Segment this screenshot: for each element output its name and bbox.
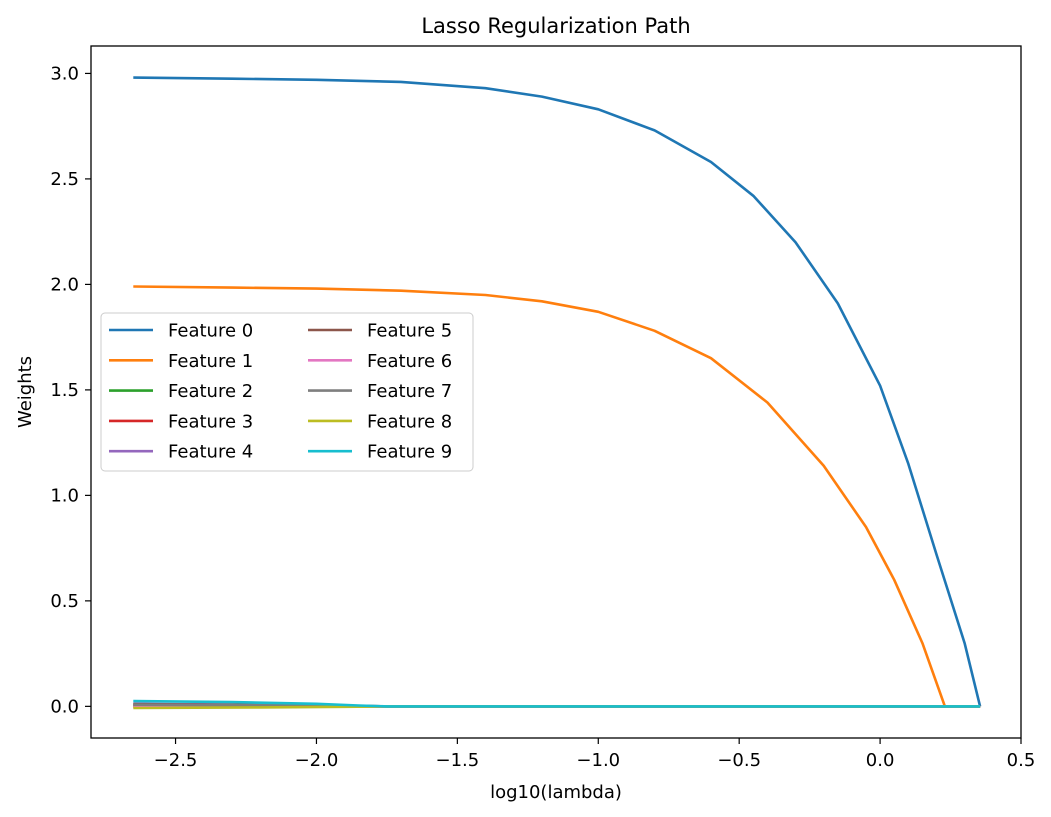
legend-label: Feature 9 (367, 442, 452, 463)
x-tick-label: −2.0 (295, 750, 339, 771)
series-line-0 (133, 76, 982, 707)
x-tick-label: −1.5 (436, 750, 480, 771)
legend-label: Feature 5 (367, 321, 452, 342)
legend-label: Feature 7 (367, 381, 452, 402)
y-axis-ticks: 0.0 0.5 1.0 1.5 2.0 2.5 3.0 (50, 63, 91, 717)
legend-label: Feature 8 (367, 411, 452, 432)
x-tick-label: −1.0 (576, 750, 620, 771)
y-tick-label: 2.0 (50, 274, 79, 295)
y-axis-label: Weights (15, 356, 36, 428)
x-tick-label: −0.5 (717, 750, 761, 771)
series-line-9 (133, 699, 981, 708)
legend-label: Feature 6 (367, 351, 452, 372)
series-line-1 (133, 285, 947, 707)
plot-frame (90, 45, 1022, 739)
y-tick-label: 1.5 (50, 380, 79, 401)
legend-label: Feature 0 (168, 321, 253, 342)
y-tick-label: 3.0 (50, 63, 79, 84)
legend-label: Feature 3 (168, 411, 253, 432)
plot-lines (133, 76, 982, 710)
legend-label: Feature 1 (168, 351, 253, 372)
chart-title: Lasso Regularization Path (421, 14, 690, 38)
y-tick-label: 0.0 (50, 696, 79, 717)
x-axis-ticks: −2.5 −2.0 −1.5 −1.0 −0.5 0.0 0.5 (154, 738, 1036, 771)
x-tick-label: 0.5 (1007, 750, 1036, 771)
legend: Feature 0 Feature 1 Feature 2 Feature 3 Feat… (100, 312, 474, 472)
x-tick-label: −2.5 (154, 750, 198, 771)
y-tick-label: 0.5 (50, 591, 79, 612)
legend-box (100, 312, 474, 472)
y-tick-label: 1.0 (50, 485, 79, 506)
y-tick-label: 2.5 (50, 169, 79, 190)
legend-label: Feature 2 (168, 381, 253, 402)
x-tick-label: 0.0 (866, 750, 895, 771)
legend-label: Feature 4 (168, 442, 253, 463)
x-axis-label: log10(lambda) (490, 782, 622, 803)
